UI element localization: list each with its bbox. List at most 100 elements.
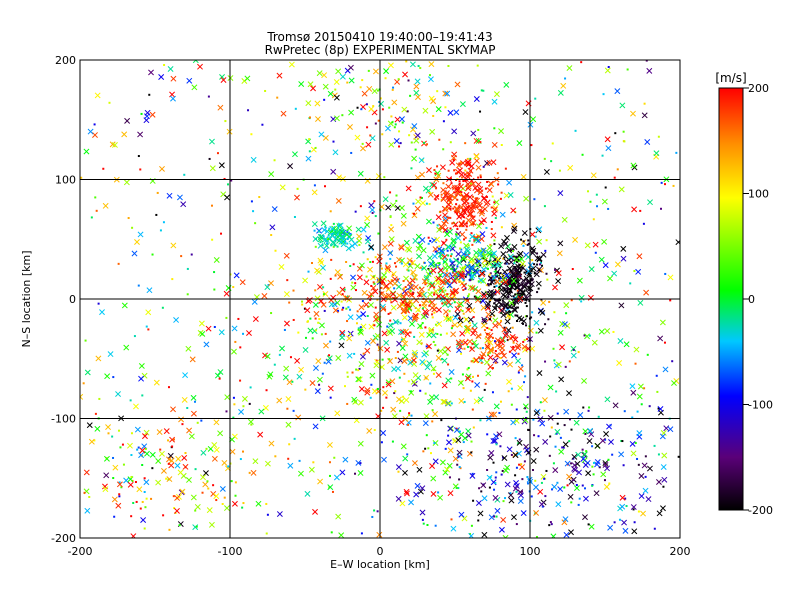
data-point-cross	[446, 197, 453, 203]
data-point-dot	[514, 293, 517, 296]
data-point-cross	[486, 474, 493, 481]
data-point-dot	[410, 260, 413, 263]
data-point-dot	[379, 97, 382, 100]
data-point-cross	[513, 256, 520, 263]
data-point-dot	[432, 114, 435, 117]
data-point-dot	[524, 375, 527, 378]
data-point-cross	[457, 300, 464, 307]
data-point-cross	[509, 333, 516, 340]
data-point-cross	[369, 206, 376, 213]
data-point-cross	[575, 451, 582, 458]
data-point-cross	[317, 234, 324, 241]
data-point-cross	[403, 328, 410, 335]
data-point-dot	[459, 247, 462, 250]
data-point-cross	[334, 269, 341, 276]
data-point-dot	[143, 527, 146, 530]
data-point-cross	[601, 198, 608, 205]
data-point-dot	[569, 418, 572, 421]
data-point-dot	[632, 508, 635, 511]
data-point-cross	[636, 393, 643, 400]
data-point-dot	[462, 288, 465, 291]
data-point-dot	[467, 273, 470, 276]
data-point-dot	[167, 386, 170, 389]
data-point-dot	[390, 115, 393, 118]
data-point-dot	[510, 249, 513, 252]
data-point-cross	[115, 391, 122, 398]
data-point-cross	[376, 531, 383, 538]
data-point-dot	[450, 327, 453, 330]
data-point-dot	[346, 371, 349, 374]
data-point-cross	[481, 253, 488, 260]
data-point-dot	[520, 463, 523, 466]
data-point-cross	[430, 365, 437, 372]
data-point-cross	[490, 289, 497, 296]
data-point-dot	[531, 311, 534, 314]
data-point-cross	[268, 440, 275, 447]
data-point-dot	[540, 261, 543, 264]
data-point-dot	[371, 260, 374, 263]
data-point-dot	[359, 328, 362, 331]
data-point-cross	[494, 507, 501, 514]
data-point-cross	[402, 416, 409, 422]
data-point-cross	[461, 282, 467, 289]
data-point-cross	[465, 161, 472, 168]
data-point-cross	[168, 457, 175, 464]
data-point-dot	[472, 426, 475, 429]
data-point-cross	[471, 198, 478, 205]
data-point-dot	[471, 408, 474, 411]
data-point-cross	[530, 116, 537, 123]
data-point-dot	[234, 481, 237, 484]
data-point-dot	[477, 519, 480, 522]
data-point-cross	[356, 265, 363, 272]
data-point-cross	[330, 168, 337, 175]
data-point-dot	[478, 275, 481, 278]
data-point-cross	[357, 328, 364, 335]
data-point-dot	[528, 288, 531, 291]
data-point-cross	[582, 495, 589, 502]
data-point-dot	[460, 248, 463, 251]
data-point-dot	[525, 298, 528, 301]
data-point-dot	[521, 364, 524, 367]
data-point-dot	[449, 227, 452, 230]
data-point-cross	[474, 269, 480, 276]
data-point-cross	[486, 260, 493, 267]
data-point-dot	[332, 140, 335, 143]
data-point-cross	[181, 454, 188, 461]
data-point-cross	[573, 485, 580, 492]
data-point-dot	[513, 255, 516, 258]
data-point-dot	[328, 486, 331, 489]
data-point-cross	[603, 431, 610, 437]
data-point-dot	[420, 196, 423, 199]
data-point-dot	[328, 354, 331, 357]
data-point-dot	[406, 358, 409, 361]
data-point-dot	[510, 453, 513, 456]
data-point-cross	[500, 312, 507, 319]
data-point-cross	[532, 484, 539, 491]
data-point-cross	[209, 138, 215, 145]
data-point-dot	[618, 518, 621, 521]
data-point-cross	[140, 517, 147, 524]
data-point-cross	[381, 244, 388, 251]
data-point-cross	[385, 204, 392, 211]
data-point-dot	[119, 446, 122, 449]
data-point-dot	[211, 238, 214, 241]
data-point-dot	[535, 536, 538, 538]
data-point-dot	[131, 226, 134, 229]
data-point-cross	[206, 507, 213, 514]
data-point-dot	[534, 97, 537, 100]
data-point-dot	[318, 318, 321, 321]
data-point-cross	[372, 288, 379, 295]
data-point-cross	[465, 183, 472, 190]
data-point-cross	[218, 162, 225, 169]
data-point-cross	[415, 94, 421, 101]
data-point-cross	[435, 372, 442, 378]
data-point-cross	[573, 419, 580, 426]
colorbar	[718, 87, 744, 511]
data-point-cross	[636, 430, 643, 437]
data-point-dot	[515, 490, 518, 493]
data-point-dot	[366, 126, 369, 129]
data-point-dot	[84, 339, 87, 342]
data-point-dot	[347, 306, 350, 309]
data-point-dot	[456, 228, 459, 231]
data-point-dot	[439, 257, 442, 260]
